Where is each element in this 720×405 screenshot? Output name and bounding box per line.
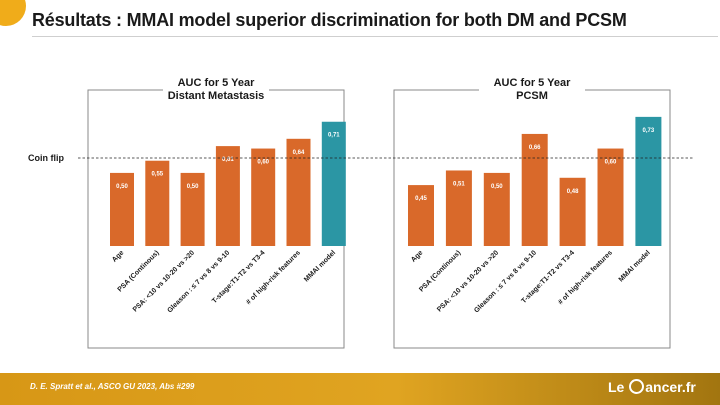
category-tick-label: Gleason : ≤ 7 vs 8 vs 9-10 — [473, 249, 538, 314]
bar — [521, 133, 548, 246]
footer-bar: D. E. Spratt et al., ASCO GU 2023, Abs #… — [0, 373, 720, 405]
bar — [110, 172, 134, 246]
title-divider — [32, 36, 718, 37]
highlight-bar — [635, 116, 662, 246]
bar-value-label: 0,51 — [453, 181, 465, 187]
highlight-bar — [321, 121, 346, 246]
slide-title: Résultats : MMAI model superior discrimi… — [32, 10, 627, 30]
chart-title-background — [163, 74, 269, 104]
chart-title-line: Distant Metastasis — [168, 90, 265, 102]
bar-value-label: 0,50 — [491, 184, 503, 190]
category-tick-label: PSA: <10 vs 10-20 vs >20 — [132, 249, 196, 313]
logo-ring-icon — [629, 379, 645, 394]
bar-value-label: 0,50 — [116, 184, 128, 190]
category-tick-label: MMAI model — [618, 249, 652, 283]
bar — [559, 177, 586, 246]
bar-value-label: 0,48 — [567, 189, 579, 195]
category-tick-label: Age — [410, 249, 424, 263]
bar — [445, 170, 472, 246]
category-tick-label: PSA: <10 vs 10-20 vs >20 — [436, 249, 500, 313]
bar — [180, 172, 205, 246]
chart-title-line: AUC for 5 Year — [494, 77, 572, 89]
bar — [251, 148, 276, 246]
bar-value-label: 0,60 — [605, 160, 617, 166]
bar — [286, 138, 311, 246]
chart-title-background — [479, 74, 585, 104]
bar — [597, 148, 624, 246]
bar — [145, 160, 170, 246]
bar-value-label: 0,66 — [529, 145, 541, 151]
reference-line-label: Coin flip — [28, 153, 64, 163]
category-tick-label: Age — [111, 249, 125, 263]
category-tick-label: MMAI model — [303, 249, 337, 283]
bar-value-label: 0,45 — [415, 196, 427, 202]
bar-value-label: 0,55 — [151, 172, 163, 178]
bar-value-label: 0,50 — [187, 184, 199, 190]
bar-value-label: 0,64 — [293, 150, 305, 156]
bar-value-label: 0,60 — [257, 160, 269, 166]
bar-value-label: 0,71 — [328, 133, 340, 139]
category-tick-label: Gleason : ≤ 7 vs 8 vs 9-10 — [166, 249, 231, 314]
bar-value-label: 0,61 — [222, 157, 234, 163]
chart-title-line: PCSM — [516, 90, 548, 102]
bar-value-label: 0,73 — [643, 128, 655, 134]
chart-title-line: AUC for 5 Year — [178, 77, 256, 89]
bar — [215, 146, 240, 246]
brand-logo: Le ancer.fr — [608, 379, 696, 395]
bar — [408, 185, 434, 246]
citation-text: D. E. Spratt et al., ASCO GU 2023, Abs #… — [30, 382, 195, 391]
bar — [483, 172, 510, 246]
category-tick-label: PSA (Continous) — [418, 249, 462, 293]
